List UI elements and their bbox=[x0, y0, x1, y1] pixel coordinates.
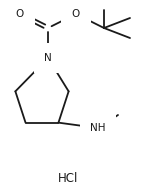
Text: NH: NH bbox=[90, 123, 106, 133]
Text: N: N bbox=[44, 53, 52, 63]
Text: HCl: HCl bbox=[58, 171, 78, 184]
Text: O: O bbox=[16, 9, 24, 19]
Text: O: O bbox=[72, 9, 80, 19]
